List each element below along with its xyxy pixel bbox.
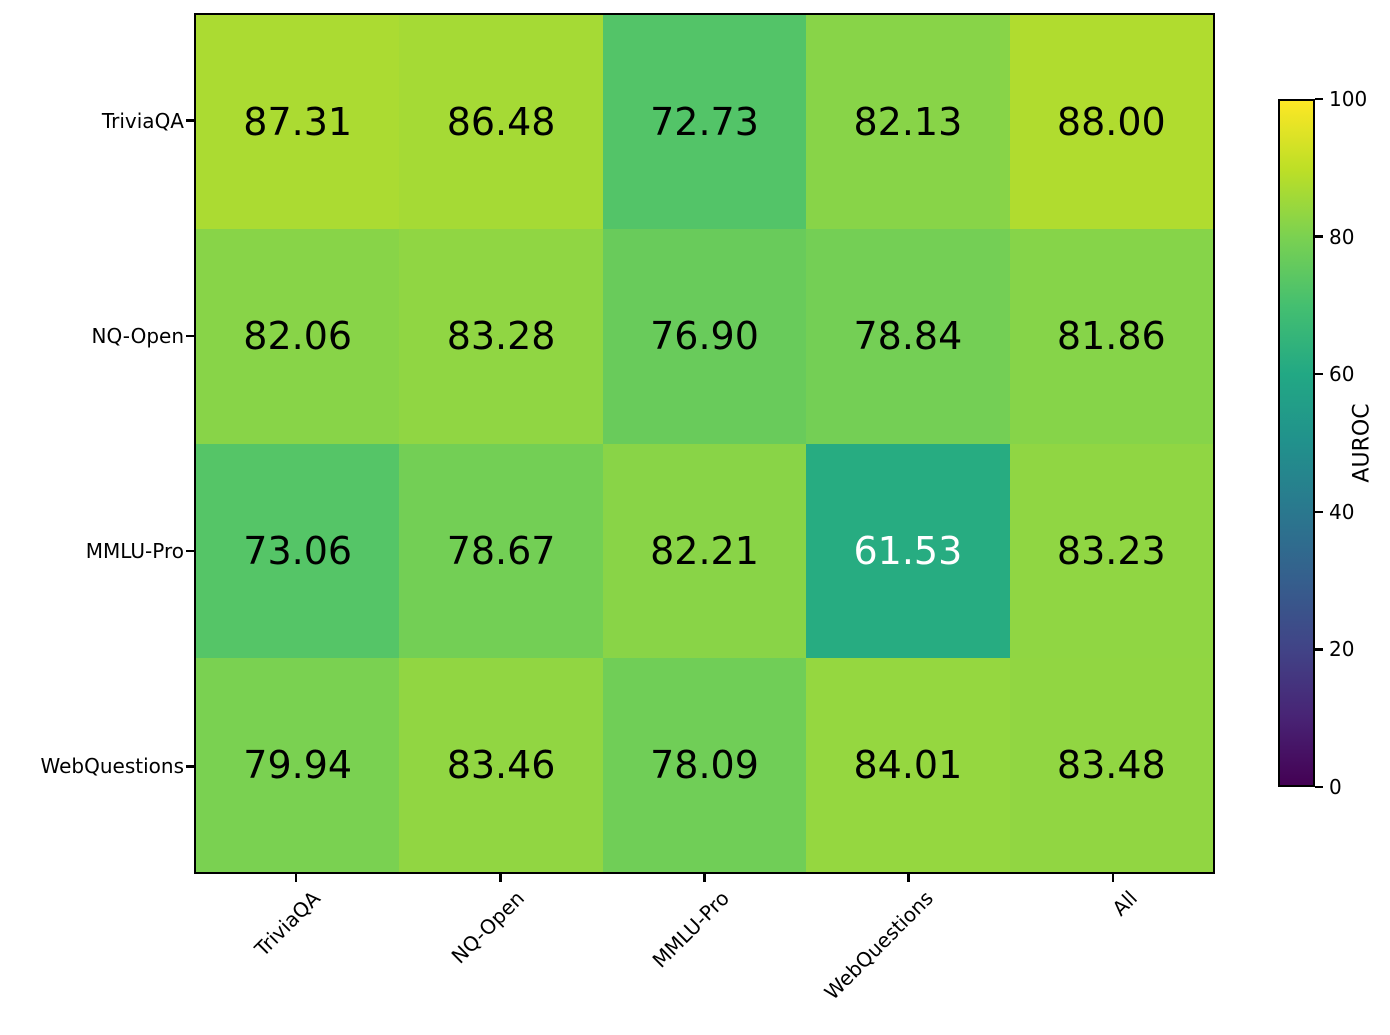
x-tick-mark: [1111, 874, 1115, 882]
cell-value: 83.48: [1056, 742, 1166, 787]
colorbar-tick-label: 100: [1329, 87, 1368, 111]
cell-value: 78.67: [446, 528, 556, 573]
heatmap-cell: 82.13: [806, 15, 1010, 230]
heatmap-cell: 83.28: [399, 229, 603, 444]
colorbar-tick-mark: [1315, 510, 1323, 514]
colorbar-tick-label: 80: [1329, 224, 1355, 249]
colorbar-axis-label: AUROC: [1349, 403, 1375, 483]
cell-value: 82.13: [853, 100, 963, 145]
colorbar-tick-label: 0: [1329, 775, 1342, 799]
colorbar-tick-label: 20: [1329, 637, 1355, 662]
heatmap-cell: 84.01: [806, 657, 1010, 872]
heatmap-cell: 76.90: [602, 229, 807, 444]
cell-value: 82.21: [650, 528, 759, 573]
heatmap-cell: 82.06: [196, 229, 400, 444]
cell-value: 61.53: [853, 528, 963, 573]
heatmap-cell: 88.00: [1009, 15, 1213, 230]
heatmap-cell: 61.53: [806, 443, 1010, 658]
cell-value: 78.84: [853, 314, 963, 359]
heatmap-cell: 86.48: [399, 15, 603, 230]
heatmap-cell: 83.23: [1009, 443, 1213, 658]
cell-value: 76.90: [650, 314, 759, 359]
y-tick-mark: [186, 765, 194, 768]
y-tick-label: WebQuestions: [40, 754, 184, 779]
x-tick-label: All: [1107, 886, 1142, 921]
cell-value: 79.94: [243, 742, 353, 787]
colorbar-tick-mark: [1315, 372, 1323, 376]
colorbar-tick-mark: [1315, 97, 1323, 101]
heatmap-cell: 83.46: [399, 657, 603, 872]
heatmap-cell: 79.94: [196, 657, 400, 872]
heatmap-cell: 78.67: [399, 443, 603, 658]
cell-value: 84.01: [853, 742, 963, 787]
x-tick-mark: [703, 874, 706, 882]
cell-value: 88.00: [1056, 100, 1166, 145]
colorbar: [1278, 99, 1315, 787]
cell-value: 82.06: [243, 314, 353, 359]
colorbar-tick-mark: [1315, 235, 1323, 238]
colorbar-tick-label: 40: [1329, 499, 1355, 524]
x-tick-label: MMLU-Pro: [647, 886, 734, 973]
heatmap-plot: 87.31 86.48 72.73 82.13 88.00 82.06 83.28 76.90…: [194, 13, 1215, 874]
x-tick-label: TriviaQA: [250, 886, 326, 962]
x-tick-mark: [499, 874, 502, 882]
y-tick-label: NQ-Open: [91, 323, 184, 348]
heatmap-cell: 81.86: [1009, 229, 1213, 444]
cell-value: 83.23: [1056, 528, 1166, 573]
colorbar-tick-mark: [1315, 785, 1323, 789]
cell-value: 72.73: [650, 100, 759, 145]
x-tick-mark: [294, 874, 298, 882]
colorbar-tick-label: 60: [1329, 362, 1355, 387]
heatmap-cell: 87.31: [196, 15, 400, 230]
heatmap-cell: 78.09: [602, 657, 807, 872]
cell-value: 86.48: [446, 100, 556, 145]
y-tick-mark: [186, 549, 194, 553]
cell-value: 78.09: [650, 742, 759, 787]
heatmap-cell: 72.73: [602, 15, 807, 230]
cell-value: 87.31: [243, 100, 353, 145]
heatmap-cell: 83.48: [1009, 657, 1213, 872]
colorbar-tick-mark: [1315, 648, 1323, 651]
y-tick-label: TriviaQA: [101, 108, 184, 133]
cell-value: 73.06: [243, 528, 353, 573]
x-tick-label: NQ-Open: [446, 886, 530, 969]
heatmap-cell: 82.21: [602, 443, 807, 658]
cell-value: 81.86: [1056, 314, 1166, 359]
x-tick-label: WebQuestions: [819, 886, 938, 1005]
heatmap-cell: 73.06: [196, 443, 400, 658]
heatmap-grid: 87.31 86.48 72.73 82.13 88.00 82.06 83.28 76.90…: [196, 15, 1213, 872]
y-tick-mark: [186, 119, 194, 122]
cell-value: 83.28: [446, 314, 556, 359]
x-tick-mark: [907, 874, 910, 882]
y-tick-mark: [186, 334, 194, 338]
y-tick-label: MMLU-Pro: [85, 539, 184, 564]
cell-value: 83.46: [446, 742, 556, 787]
heatmap-cell: 78.84: [806, 229, 1010, 444]
